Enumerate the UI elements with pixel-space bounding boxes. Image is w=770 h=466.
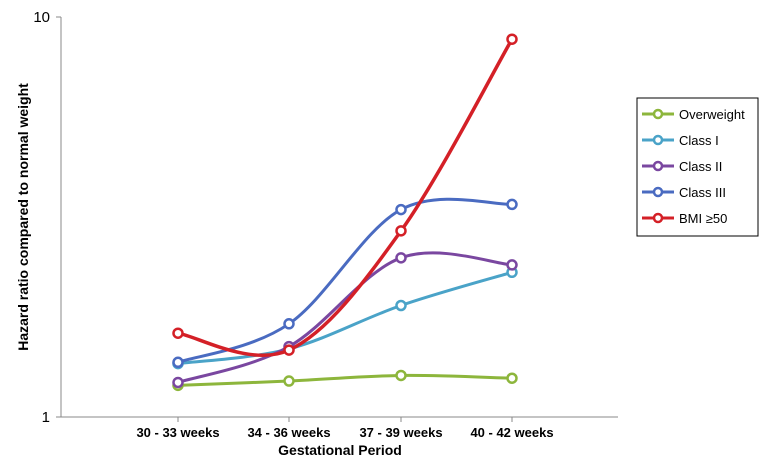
legend: Overweight Class I Class II Class III BMI ≥5… (636, 97, 759, 237)
data-point (395, 203, 407, 216)
legend-label: Class II (679, 159, 722, 174)
legend-swatch-marker (652, 186, 664, 198)
series-line (177, 38, 514, 357)
data-point (506, 33, 518, 45)
axes (60, 17, 618, 418)
data-point (283, 375, 295, 387)
legend-item: Class III (642, 185, 726, 200)
legend-label: Overweight (679, 107, 745, 122)
legend-items: Overweight Class I Class II Class III BMI ≥5… (642, 107, 745, 226)
x-tick-label: 34 - 36 weeks (247, 425, 330, 440)
legend-label: BMI ≥50 (679, 211, 727, 226)
data-point (506, 259, 518, 271)
legend-item: Overweight (642, 107, 745, 122)
data-point (395, 369, 407, 382)
data-point (506, 198, 518, 211)
legend-item: BMI ≥50 (642, 211, 727, 226)
series-bmi-50 (172, 33, 518, 357)
data-point (395, 225, 407, 237)
data-point (283, 344, 295, 356)
series-line (177, 197, 513, 364)
legend-swatch-marker (652, 108, 664, 120)
x-tick-label: 40 - 42 weeks (470, 425, 553, 440)
series-line (177, 270, 513, 366)
series-layer (172, 33, 518, 392)
data-point (172, 376, 184, 389)
series-class-iii (172, 197, 518, 369)
y-tick-label: 10 (33, 9, 50, 26)
y-axis-title: Hazard ratio compared to normal weight (15, 83, 31, 351)
y-tick-label: 1 (42, 409, 50, 426)
data-point (283, 318, 295, 330)
data-point (395, 252, 407, 264)
series-line (177, 251, 513, 384)
legend-swatch-marker (652, 212, 664, 224)
legend-label: Class III (679, 185, 726, 200)
x-axis-title: Gestational Period (278, 442, 402, 458)
series-class-i (172, 266, 518, 370)
legend-swatch-marker (652, 160, 664, 172)
legend-item: Class I (642, 133, 719, 148)
series-overweight (172, 369, 518, 392)
legend-label: Class I (679, 133, 719, 148)
series-line (177, 373, 513, 387)
x-tick-label: 30 - 33 weeks (136, 425, 219, 440)
legend-swatch-marker (652, 134, 664, 146)
data-point (506, 372, 518, 384)
y-ticks: 1 10 (33, 9, 61, 426)
data-point (395, 299, 407, 312)
data-point (172, 327, 184, 339)
data-point (172, 356, 184, 369)
x-tick-label: 37 - 39 weeks (359, 425, 442, 440)
series-class-ii (172, 251, 518, 389)
x-ticks: 30 - 33 weeks 34 - 36 weeks 37 - 39 weeks 4… (136, 417, 554, 440)
legend-item: Class II (642, 159, 722, 174)
